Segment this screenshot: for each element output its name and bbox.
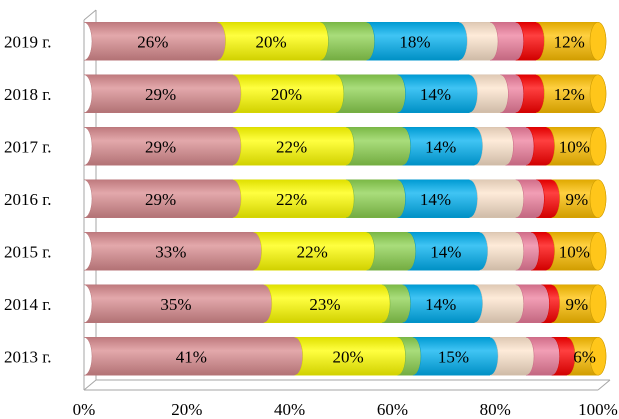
category-label: 2019 г.	[4, 32, 52, 51]
data-label: 18%	[399, 32, 430, 51]
bar-row	[83, 21, 607, 61]
x-tick-label: 80%	[480, 400, 511, 419]
data-label: 29%	[145, 137, 176, 156]
data-label: 20%	[255, 32, 286, 51]
bar-segment	[536, 74, 607, 114]
data-label: 23%	[309, 295, 340, 314]
data-label: 12%	[554, 32, 585, 51]
data-label: 10%	[559, 242, 590, 261]
x-tick-label: 0%	[73, 400, 96, 419]
bar-segment	[346, 179, 406, 218]
bar-segment	[335, 74, 406, 113]
data-label: 14%	[420, 85, 451, 104]
bar-row	[83, 179, 607, 219]
data-label: 10%	[559, 137, 590, 156]
bar-segment	[536, 21, 607, 61]
bar-row	[83, 126, 607, 166]
data-label: 14%	[425, 137, 456, 156]
data-label: 22%	[297, 242, 328, 261]
bar-segment	[469, 179, 524, 218]
category-label: 2014 г.	[4, 295, 52, 314]
x-tick-label: 20%	[171, 400, 202, 419]
bars-group	[83, 21, 607, 376]
bar-segment	[567, 336, 607, 376]
bar-segment	[546, 126, 607, 166]
data-label: 9%	[566, 295, 589, 314]
data-label: 20%	[333, 347, 364, 366]
data-label: 9%	[566, 190, 589, 209]
bar-segment	[346, 127, 411, 166]
category-label: 2018 г.	[4, 85, 52, 104]
data-label: 14%	[430, 242, 461, 261]
data-label: 14%	[420, 190, 451, 209]
data-label: 12%	[554, 85, 585, 104]
data-label: 41%	[176, 347, 207, 366]
category-label: 2013 г.	[4, 347, 52, 366]
data-label: 22%	[276, 137, 307, 156]
data-label: 26%	[137, 32, 168, 51]
bar-row	[83, 284, 607, 324]
bar-segment	[551, 179, 607, 219]
category-label: 2015 г.	[4, 242, 52, 261]
x-tick-label: 60%	[377, 400, 408, 419]
data-label: 14%	[425, 295, 456, 314]
data-label: 29%	[145, 85, 176, 104]
data-label: 35%	[160, 295, 191, 314]
x-tick-label: 100%	[578, 400, 618, 419]
data-label: 6%	[573, 347, 596, 366]
data-label: 29%	[145, 190, 176, 209]
category-label: 2017 г.	[4, 137, 52, 156]
data-label: 33%	[155, 242, 186, 261]
data-label: 20%	[271, 85, 302, 104]
bar-row	[83, 231, 607, 271]
bar-segment	[551, 284, 607, 324]
bar-segment	[320, 22, 375, 61]
bar-row	[83, 336, 607, 376]
x-tick-label: 40%	[274, 400, 305, 419]
bar-row	[83, 74, 607, 114]
category-labels-group: 2019 г. 2018 г. 2017 г. 2016 г. 2015 г. 2014 …	[4, 32, 52, 366]
data-label: 22%	[276, 190, 307, 209]
data-label: 15%	[438, 347, 469, 366]
x-tick-labels-group: 0% 20% 40% 60% 80% 100%	[73, 400, 618, 419]
category-label: 2016 г.	[4, 190, 52, 209]
data-labels-group: 26% 20% 18% 12% 29% 20% 14% 12% 29% 22% 14% 10% 29% 2…	[137, 32, 596, 366]
bar-segment	[546, 231, 607, 271]
